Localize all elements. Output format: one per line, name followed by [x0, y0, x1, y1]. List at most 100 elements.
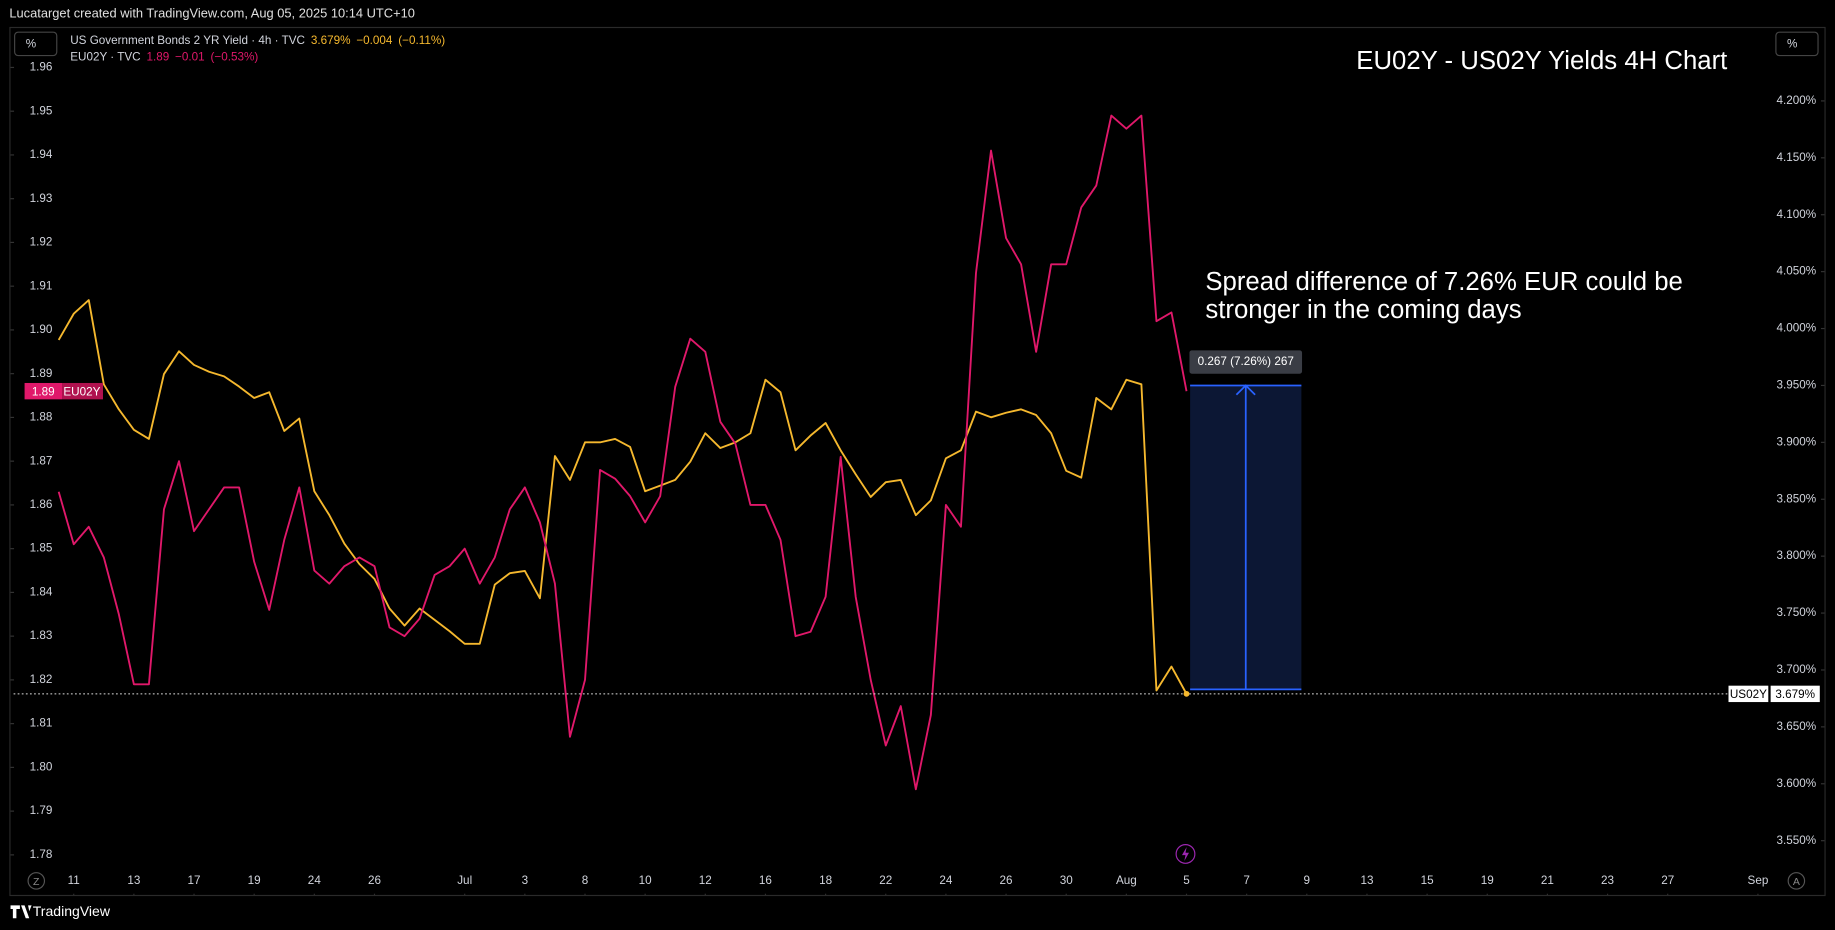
- x-tick-label: 17: [188, 874, 201, 887]
- y2-tick-label: 4.200%: [1777, 94, 1817, 107]
- x-tick-label: 9: [1304, 874, 1311, 887]
- measure-arrow: [1235, 384, 1256, 690]
- y-tick-label: 1.95: [30, 104, 53, 117]
- y-tick-label: 1.88: [30, 411, 53, 424]
- x-tick-label: 7: [1243, 874, 1250, 887]
- y2-tick-label: 3.800%: [1777, 549, 1817, 562]
- y-tick-label: 1.83: [30, 629, 53, 642]
- footer: TradingView: [33, 903, 111, 919]
- x-tick-label: 5: [1183, 874, 1190, 887]
- percent-button-label[interactable]: %: [1787, 38, 1797, 51]
- x-tick-label: 26: [368, 874, 381, 887]
- y-tick-label: 1.96: [30, 61, 53, 74]
- x-tick-label: Aug: [1116, 874, 1137, 887]
- y-tick-label: 1.92: [30, 236, 53, 249]
- x-tick-label: 24: [939, 874, 953, 887]
- y2-tick-label: 4.000%: [1777, 322, 1817, 335]
- y2-tick-label: 3.550%: [1777, 834, 1817, 847]
- x-tick-label: 24: [308, 874, 322, 887]
- legend-change-pct: (−0.53%): [210, 50, 258, 63]
- badge-value: 1.89: [32, 385, 55, 398]
- y2-tick-label: 3.950%: [1777, 379, 1817, 392]
- badge-value: 3.679%: [1775, 688, 1815, 701]
- percent-button-label[interactable]: %: [26, 38, 36, 51]
- series-line: [57, 299, 1188, 695]
- y-tick-label: 1.79: [30, 804, 53, 817]
- legend-name: EU02Y · TVC: [70, 50, 140, 63]
- logo: [10, 905, 32, 919]
- scale-button[interactable]: [1787, 872, 1806, 890]
- x-tick-label: Jul: [457, 874, 472, 887]
- y-tick-label: 1.80: [30, 760, 53, 773]
- y2-tick-label: 4.150%: [1777, 151, 1817, 164]
- badge-name: US02Y: [1730, 688, 1767, 701]
- y2-tick-label: 3.700%: [1777, 663, 1817, 676]
- x-tick-label: 8: [582, 874, 589, 887]
- event-icon[interactable]: [1175, 844, 1196, 864]
- y2-tick-label: 3.900%: [1777, 435, 1817, 448]
- chart-frame: [9, 26, 1826, 897]
- x-tick-label: 22: [879, 874, 892, 887]
- x-tick-label: 27: [1661, 874, 1674, 887]
- x-tick-label: 18: [819, 874, 832, 887]
- x-tick-label: 19: [1481, 874, 1494, 887]
- annotation: Spread difference of 7.26% EUR could be: [1205, 268, 1682, 296]
- legend-change: −0.004: [356, 34, 393, 47]
- x-tick-label: 13: [127, 874, 140, 887]
- y-tick-label: 1.89: [30, 367, 53, 380]
- x-tick-label: Sep: [1748, 874, 1769, 887]
- y2-tick-label: 3.850%: [1777, 492, 1817, 505]
- last-point: [1183, 690, 1190, 697]
- x-tick-label: 15: [1421, 874, 1435, 887]
- measure-label-box: [1189, 350, 1303, 374]
- x-tick-label: 13: [1360, 874, 1373, 887]
- y-tick-label: 1.94: [30, 148, 53, 161]
- x-tick-label: 16: [759, 874, 772, 887]
- legend-name: US Government Bonds 2 YR Yield · 4h · TV…: [70, 34, 305, 47]
- y-tick-label: 1.87: [30, 454, 53, 467]
- x-tick-label: 21: [1541, 874, 1554, 887]
- percent-button[interactable]: [1775, 31, 1819, 57]
- x-tick-label: 10: [639, 874, 653, 887]
- chart-title: EU02Y - US02Y Yields 4H Chart: [1356, 47, 1727, 75]
- y-tick-label: 1.82: [30, 673, 53, 686]
- x-tick-label: 26: [1000, 874, 1013, 887]
- legend-last: 3.679%: [311, 34, 351, 47]
- y-tick-label: 1.84: [30, 585, 53, 598]
- y-tick-label: 1.93: [30, 192, 53, 205]
- measure-label: 0.267 (7.26%) 267: [1198, 355, 1294, 368]
- legend-last: 1.89: [146, 50, 169, 63]
- x-tick-label: 23: [1601, 874, 1614, 887]
- legend-change-pct: (−0.11%): [398, 34, 445, 47]
- series-line: [57, 114, 1188, 791]
- scale-button[interactable]: [27, 872, 46, 890]
- event-icon-bolt[interactable]: [1181, 846, 1190, 861]
- x-tick-label: 3: [522, 874, 529, 887]
- header: Lucatarget created with TradingView.com,…: [9, 5, 415, 20]
- y2-tick-label: 3.600%: [1777, 777, 1817, 790]
- badge-name: EU02Y: [63, 385, 100, 398]
- badge-box: [1770, 685, 1820, 703]
- x-tick-label: 12: [699, 874, 712, 887]
- x-tick-label: 30: [1060, 874, 1074, 887]
- scale-button-label[interactable]: Z: [33, 876, 40, 888]
- y-tick-label: 1.90: [30, 323, 53, 336]
- percent-button[interactable]: [14, 31, 58, 57]
- y2-tick-label: 4.100%: [1777, 208, 1817, 221]
- x-tick-label: 19: [248, 874, 261, 887]
- badge-box: [24, 382, 63, 400]
- x-tick-label: 11: [68, 874, 80, 887]
- scale-button-label[interactable]: A: [1793, 876, 1800, 888]
- y-tick-label: 1.86: [30, 498, 53, 511]
- y2-tick-label: 3.650%: [1777, 720, 1817, 733]
- y2-tick-label: 3.750%: [1777, 606, 1817, 619]
- annotation: stronger in the coming days: [1205, 296, 1521, 324]
- y-tick-label: 1.85: [30, 542, 53, 555]
- y2-tick-label: 4.050%: [1777, 265, 1817, 278]
- legend-change: −0.01: [175, 50, 205, 63]
- badge-box: [62, 382, 103, 400]
- badge-box: [1728, 685, 1769, 703]
